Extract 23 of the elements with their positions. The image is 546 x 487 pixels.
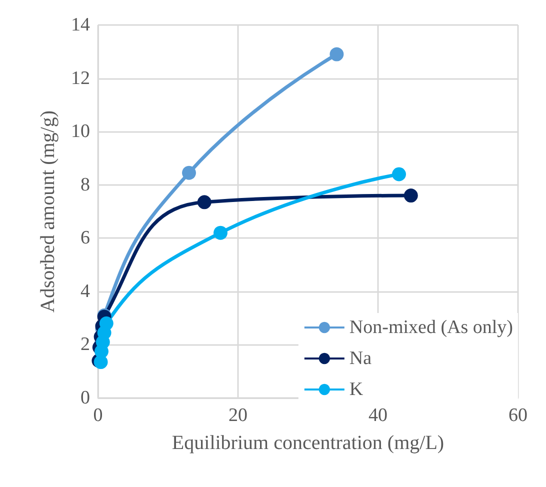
x-tick-label: 40 xyxy=(368,405,388,426)
point xyxy=(392,167,406,182)
point xyxy=(404,188,418,203)
y-tick-label: 0 xyxy=(80,388,90,408)
y-tick-label: 14 xyxy=(71,14,90,36)
legend-label: K xyxy=(349,379,364,400)
legend-label: Non-mixed (As only) xyxy=(349,317,514,338)
y-tick-label: 8 xyxy=(80,174,90,196)
y-tick-label: 10 xyxy=(71,121,90,142)
x-tick-label: 60 xyxy=(508,405,528,426)
point xyxy=(99,316,114,330)
x-tick-label: 20 xyxy=(228,405,248,426)
y-tick-label: 2 xyxy=(80,334,90,356)
point xyxy=(330,47,344,62)
y-tick-label: 12 xyxy=(71,68,90,89)
point xyxy=(214,226,228,240)
legend-label: Na xyxy=(349,348,372,369)
y-tick-label: 6 xyxy=(80,228,90,249)
y-axis-title: Adsorbed amount (mg/g) xyxy=(37,110,59,313)
y-tick-label: 4 xyxy=(80,280,90,302)
point xyxy=(182,166,196,180)
point xyxy=(197,195,212,210)
x-axis-title: Equilibrium concentration (mg/L) xyxy=(172,432,444,454)
